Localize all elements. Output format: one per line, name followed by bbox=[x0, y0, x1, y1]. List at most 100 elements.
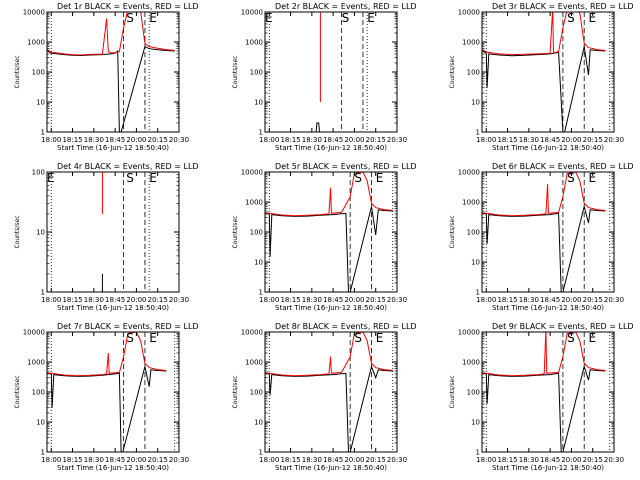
x-tick-label: 18:00 bbox=[259, 456, 279, 464]
x-tick-label: 18:45 bbox=[323, 456, 343, 464]
y-axis-label: Counts/sec bbox=[449, 55, 456, 88]
x-tick-label: 20:00 bbox=[561, 296, 581, 304]
series-lld bbox=[47, 12, 175, 56]
x-tick-label: 20:15 bbox=[583, 456, 603, 464]
x-tick-label: 18:00 bbox=[41, 456, 61, 464]
x-axis-label: Start Time (16-Jun-12 18:50:40) bbox=[275, 304, 387, 312]
series-events bbox=[265, 206, 393, 292]
x-tick-label: 18:30 bbox=[302, 456, 322, 464]
y-tick-label: 1 bbox=[41, 449, 45, 457]
x-tick-label: 20:30 bbox=[604, 136, 624, 144]
series-events bbox=[482, 206, 606, 292]
x-tick-label: 18:45 bbox=[540, 456, 560, 464]
x-tick-label: 18:30 bbox=[519, 296, 539, 304]
panel-title: Det 4r BLACK = Events, RED = LLD bbox=[57, 162, 199, 171]
y-tick-label: 100 bbox=[250, 69, 263, 77]
x-tick-label: 20:30 bbox=[169, 456, 189, 464]
x-tick-label: 20:15 bbox=[366, 136, 386, 144]
y-tick-label: 10000 bbox=[23, 9, 45, 17]
marker-e: E bbox=[149, 11, 157, 25]
y-tick-label: 1 bbox=[476, 129, 480, 137]
marker-e: E bbox=[376, 171, 384, 185]
x-axis-label: Start Time (16-Jun-12 18:50:40) bbox=[492, 464, 604, 472]
series-lld bbox=[265, 172, 393, 217]
series-lld bbox=[482, 12, 606, 56]
marker-s: S bbox=[342, 11, 350, 25]
series-lld bbox=[47, 332, 167, 377]
marker-e: E bbox=[588, 331, 596, 345]
y-axis-label: Counts/sec bbox=[14, 55, 21, 88]
marker-s: S bbox=[354, 331, 362, 345]
marker-e: E bbox=[588, 171, 596, 185]
series-events bbox=[482, 46, 606, 132]
x-tick-label: 20:30 bbox=[169, 296, 189, 304]
plot-frame bbox=[46, 331, 180, 453]
x-tick-label: 18:15 bbox=[280, 136, 300, 144]
x-tick-label: 18:45 bbox=[323, 296, 343, 304]
x-tick-label: 18:30 bbox=[84, 296, 104, 304]
y-tick-label: 1 bbox=[41, 129, 45, 137]
x-tick-label: 18:45 bbox=[105, 136, 125, 144]
marker-e: E bbox=[588, 11, 596, 25]
marker-e: E bbox=[376, 331, 384, 345]
panel-title: Det 3r BLACK = Events, RED = LLD bbox=[492, 2, 634, 11]
y-tick-label: 1000 bbox=[27, 39, 45, 47]
x-tick-label: 20:00 bbox=[561, 456, 581, 464]
y-axis-label: Counts/sec bbox=[14, 215, 21, 248]
y-tick-label: 100 bbox=[467, 389, 480, 397]
x-tick-label: 20:00 bbox=[126, 456, 146, 464]
y-tick-label: 10 bbox=[254, 259, 263, 267]
y-axis-label: Counts/sec bbox=[14, 375, 21, 408]
panel-title: Det 5r BLACK = Events, RED = LLD bbox=[275, 162, 417, 171]
x-tick-label: 18:15 bbox=[497, 456, 517, 464]
x-tick-label: 18:00 bbox=[259, 296, 279, 304]
y-tick-label: 10 bbox=[36, 419, 45, 427]
marker-s: S bbox=[567, 11, 575, 25]
x-tick-label: 18:45 bbox=[105, 456, 125, 464]
series-lld bbox=[482, 172, 606, 217]
y-tick-label: 100 bbox=[32, 389, 45, 397]
y-tick-label: 100 bbox=[250, 389, 263, 397]
y-tick-label: 1 bbox=[476, 449, 480, 457]
marker-e: E bbox=[47, 171, 55, 185]
series-lld bbox=[482, 332, 606, 377]
x-tick-label: 18:00 bbox=[476, 296, 496, 304]
x-axis-label: Start Time (16-Jun-12 18:50:40) bbox=[275, 464, 387, 472]
y-tick-label: 10000 bbox=[241, 169, 263, 177]
panel-title: Det 9r BLACK = Events, RED = LLD bbox=[492, 322, 634, 331]
x-tick-label: 20:00 bbox=[561, 136, 581, 144]
x-tick-label: 18:00 bbox=[259, 136, 279, 144]
x-axis-label: Start Time (16-Jun-12 18:50:40) bbox=[57, 304, 169, 312]
plot-frame bbox=[46, 171, 180, 293]
marker-e: E bbox=[149, 171, 157, 185]
y-tick-label: 10 bbox=[36, 229, 45, 237]
x-tick-label: 18:30 bbox=[84, 136, 104, 144]
y-tick-label: 1 bbox=[259, 449, 263, 457]
series-events bbox=[482, 364, 606, 452]
y-tick-label: 1000 bbox=[245, 359, 263, 367]
x-tick-label: 18:30 bbox=[84, 456, 104, 464]
x-axis-label: Start Time (16-Jun-12 18:50:40) bbox=[492, 304, 604, 312]
x-tick-label: 18:15 bbox=[280, 296, 300, 304]
plot-frame bbox=[264, 331, 398, 453]
x-tick-label: 18:30 bbox=[302, 296, 322, 304]
y-tick-label: 1000 bbox=[462, 359, 480, 367]
x-tick-label: 18:15 bbox=[62, 296, 82, 304]
panel-title: Det 8r BLACK = Events, RED = LLD bbox=[275, 322, 417, 331]
marker-e: E bbox=[149, 331, 157, 345]
y-tick-label: 100 bbox=[250, 229, 263, 237]
y-tick-label: 10000 bbox=[241, 9, 263, 17]
series-events bbox=[47, 366, 167, 452]
y-tick-label: 1000 bbox=[462, 39, 480, 47]
x-tick-label: 20:00 bbox=[344, 296, 364, 304]
series-events bbox=[265, 364, 393, 452]
panel-title: Det 6r BLACK = Events, RED = LLD bbox=[492, 162, 634, 171]
y-tick-label: 10 bbox=[254, 99, 263, 107]
x-tick-label: 20:30 bbox=[604, 456, 624, 464]
